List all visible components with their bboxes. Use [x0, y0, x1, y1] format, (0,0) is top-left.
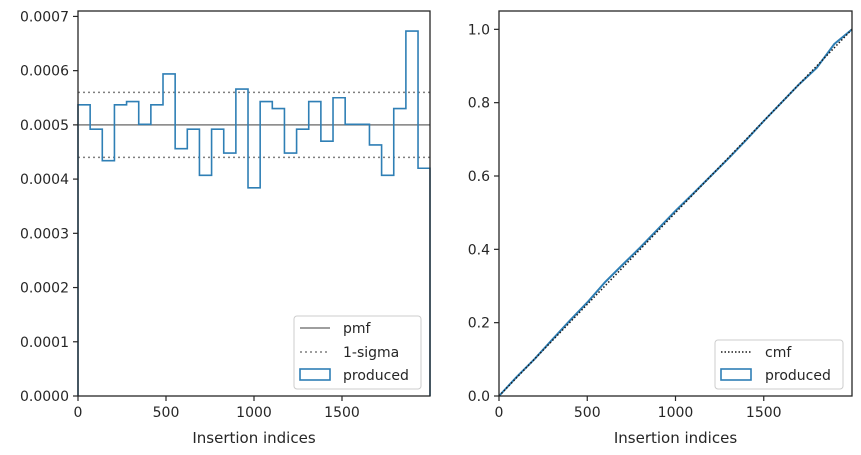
x-tick-label: 1500 — [324, 405, 360, 421]
legend-produced-swatch — [299, 368, 331, 381]
x-axis-label: Insertion indices — [614, 429, 737, 447]
legend-label: cmf — [765, 345, 792, 361]
legend-label: produced — [343, 368, 409, 384]
right-axes-frame — [498, 10, 853, 397]
y-tick-label: 0.0004 — [20, 172, 69, 188]
right-legend: cmf produced — [714, 339, 844, 390]
y-tick-label: 0.0002 — [20, 281, 69, 297]
x-tick-label: 0 — [495, 405, 504, 421]
legend-label: pmf — [343, 321, 372, 337]
x-tick-label: 500 — [153, 405, 180, 421]
y-tick-label: 0.0 — [468, 389, 490, 405]
cmf-line — [498, 28, 853, 397]
x-tick-label: 1000 — [236, 405, 272, 421]
y-tick-label: 1.0 — [468, 22, 490, 38]
y-tick-label: 0.0003 — [20, 226, 69, 242]
left-chart: 0 500 1000 1500 0.0000 0.0001 0.0002 0.0003 0.00… — [20, 9, 431, 447]
legend-produced-swatch — [720, 368, 752, 381]
y-tick-label: 0.0001 — [20, 335, 69, 351]
x-axis-label: Insertion indices — [192, 429, 315, 447]
x-tick-label: 1500 — [746, 405, 782, 421]
left-legend: pmf 1-sigma produced — [293, 315, 422, 390]
y-tick-label: 0.0000 — [20, 389, 69, 405]
y-tick-label: 0.6 — [468, 169, 490, 185]
right-chart: 0 500 1000 1500 0.0 0.2 0.4 0.6 0.8 1.0 Insertion … — [468, 10, 853, 447]
y-tick-label: 0.0006 — [20, 64, 69, 80]
x-tick-label: 0 — [74, 405, 83, 421]
y-tick-label: 0.8 — [468, 96, 490, 112]
x-tick-label: 1000 — [658, 405, 694, 421]
legend-box — [293, 315, 422, 390]
legend-label: 1-sigma — [343, 345, 399, 361]
legend-label: produced — [765, 368, 831, 384]
y-tick-label: 0.2 — [468, 316, 490, 332]
y-tick-label: 0.0007 — [20, 9, 69, 25]
x-tick-label: 500 — [574, 405, 601, 421]
y-tick-label: 0.0005 — [20, 118, 69, 134]
y-tick-label: 0.4 — [468, 242, 490, 258]
produced-histogram — [77, 30, 431, 396]
